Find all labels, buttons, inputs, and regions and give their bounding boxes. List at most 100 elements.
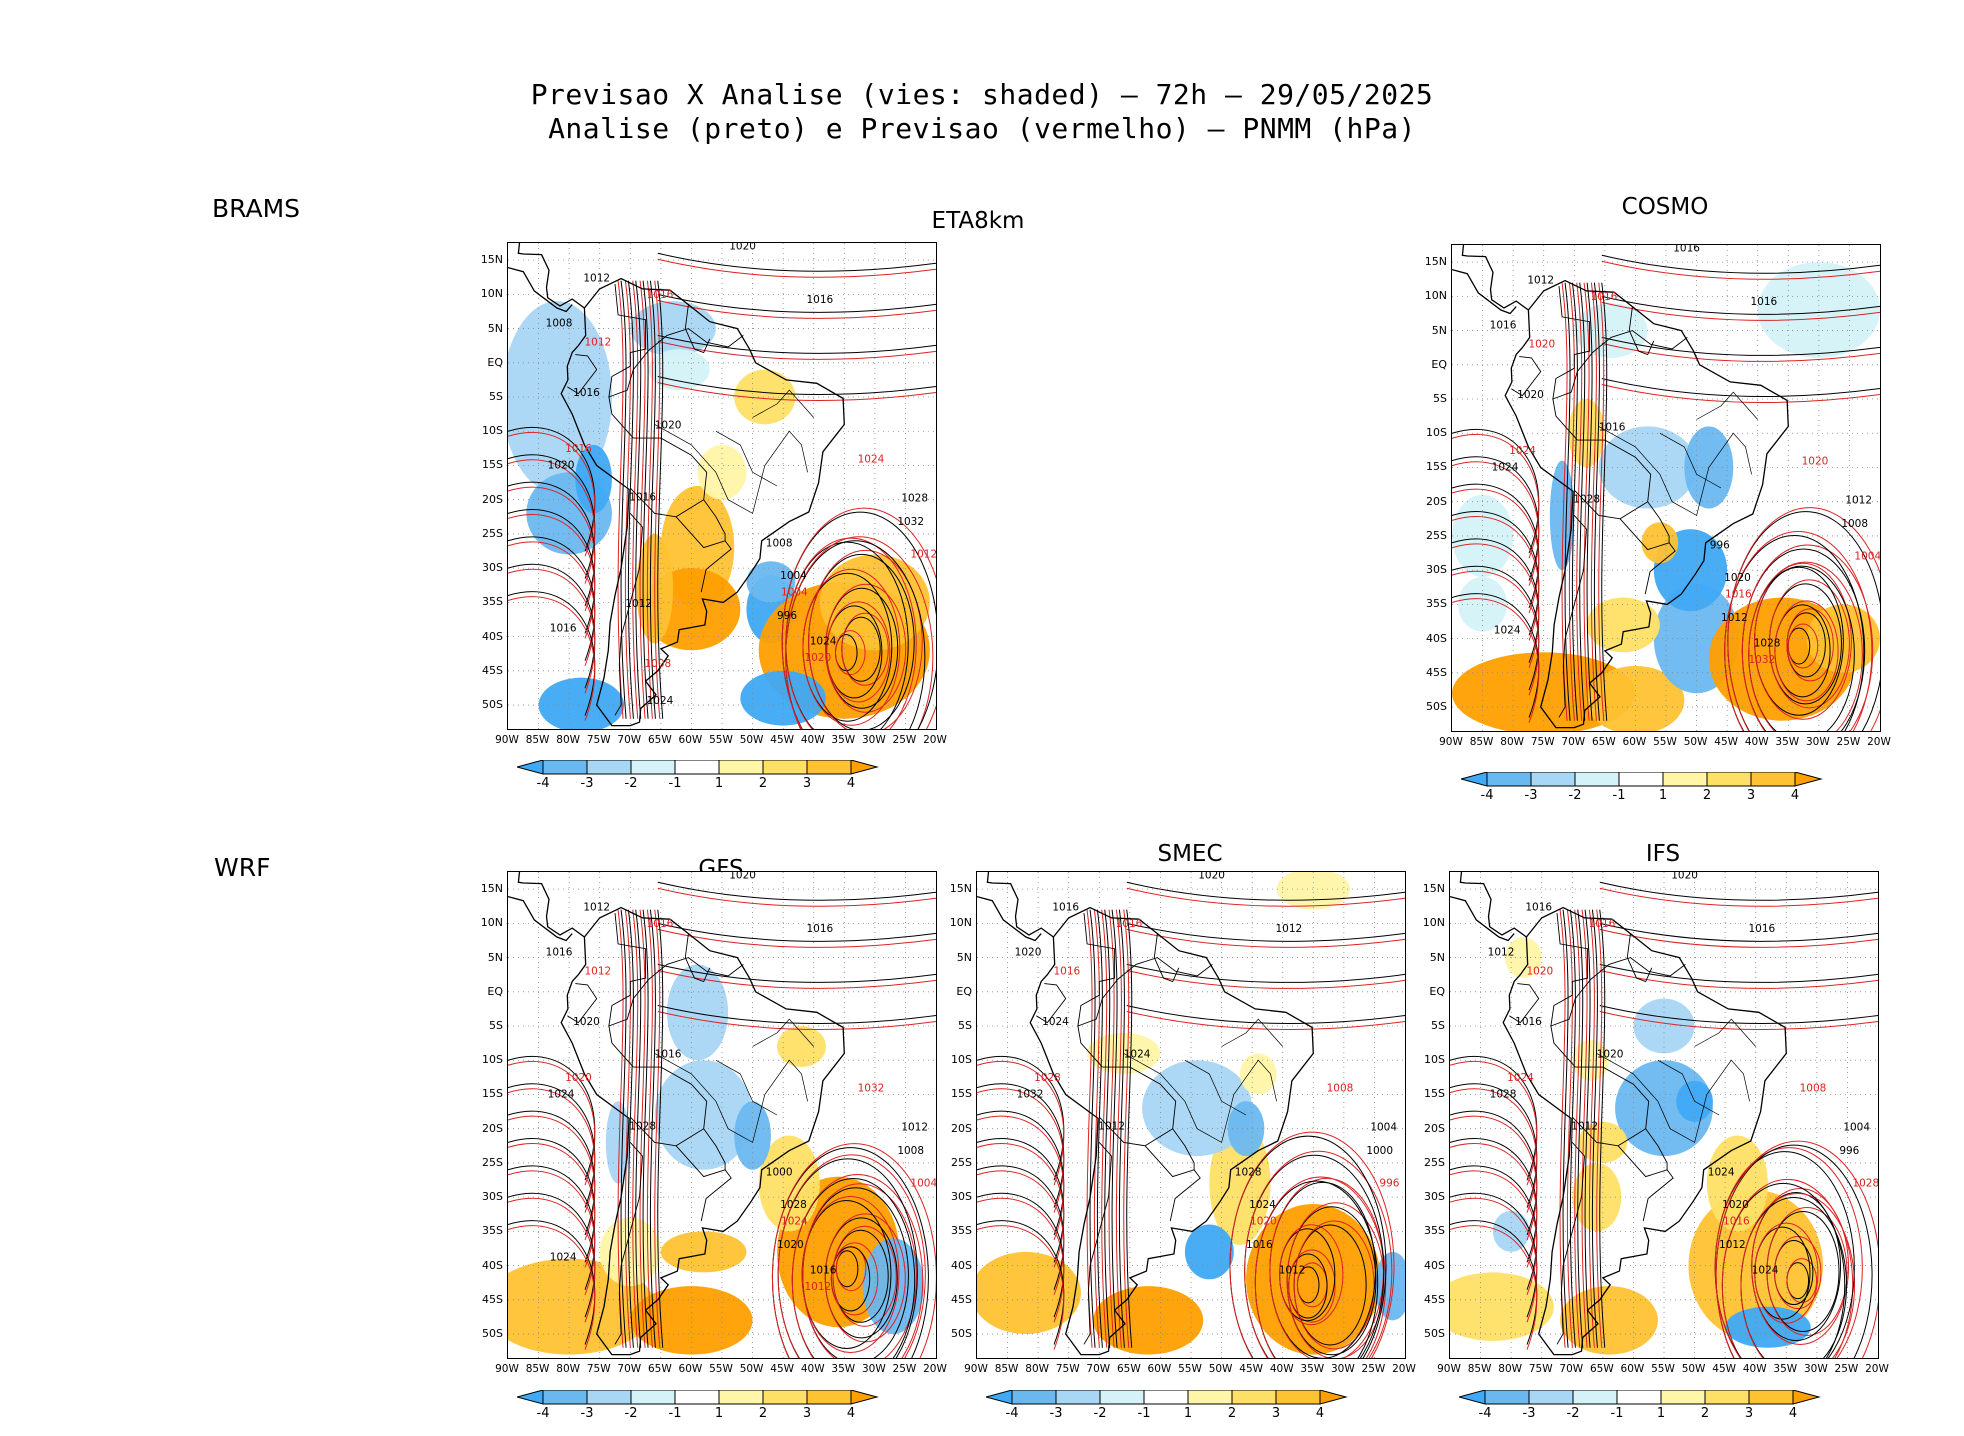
- isobar-label: 1020: [1015, 947, 1042, 959]
- isobar-label: 1000: [1366, 1145, 1393, 1157]
- isobar-label: 1012: [910, 548, 936, 560]
- colorbar-label: 3: [1271, 1406, 1281, 1421]
- bias-region: [1450, 1272, 1554, 1341]
- lon-tick-label: 35W: [1775, 736, 1800, 748]
- bias-region: [977, 1251, 1081, 1335]
- isobar-label: 1004: [780, 570, 807, 582]
- colorbar-label: 3: [802, 1406, 812, 1421]
- lon-tick-label: 40W: [1269, 1363, 1294, 1375]
- lat-tick-label: 50S: [1426, 700, 1447, 714]
- lat-tick-label: 40S: [482, 1258, 503, 1272]
- lon-tick-label: 45W: [770, 734, 795, 746]
- bias-region: [538, 677, 625, 729]
- colorbar-label: -2: [624, 1406, 638, 1421]
- isobar-label: 1028: [1034, 1072, 1061, 1084]
- isobar-label: 1012: [1279, 1264, 1306, 1276]
- isobar-label: 1004: [781, 587, 808, 599]
- bias-shading: [1452, 262, 1880, 731]
- isobar-label: 1016: [546, 947, 573, 959]
- lat-tick-label: 35S: [951, 1224, 972, 1238]
- colorbar-segment: [630, 1389, 676, 1405]
- colorbar-segment: [1574, 771, 1620, 787]
- isobar-label: 1020: [548, 459, 575, 471]
- isobar-label: 1008: [897, 1145, 924, 1157]
- lat-tick-label: 35S: [482, 595, 503, 609]
- lon-tick-label: 70W: [617, 1363, 642, 1375]
- lon-tick-label: 85W: [1469, 736, 1494, 748]
- colorbar-label: 4: [1315, 1406, 1325, 1421]
- lat-tick-label: 25S: [482, 1155, 503, 1169]
- colorbar-segment: [762, 759, 808, 775]
- isobar-label: 1020: [777, 1239, 804, 1251]
- bias-region: [777, 1026, 826, 1068]
- colorbar-segment: [806, 759, 852, 775]
- lat-tick-label: 40S: [1424, 1258, 1445, 1272]
- lon-tick-label: 70W: [617, 734, 642, 746]
- colorbar-segment: [1750, 771, 1796, 787]
- lon-tick-label: 40W: [800, 734, 825, 746]
- lon-tick-label: 60W: [1147, 1363, 1172, 1375]
- panel-title-eta8km: ETA8km: [931, 208, 1025, 234]
- colorbar-segment: [1706, 771, 1752, 787]
- colorbar-label: 4: [846, 1406, 856, 1421]
- colorbar-label: 2: [758, 776, 768, 791]
- lat-tick-label: 45S: [1426, 665, 1447, 679]
- isobar-label: 1032: [1748, 654, 1775, 666]
- colorbar-cosmo: -4 -3 -2 -1 1 2 3 4: [1459, 771, 1869, 810]
- lon-tick-label: 40W: [1744, 736, 1769, 748]
- colorbar-label: -1: [668, 776, 682, 791]
- colorbar-label: 1: [714, 776, 724, 791]
- isobar-label: 1020: [1526, 965, 1553, 977]
- bias-region: [660, 1231, 747, 1273]
- isobar-label: 1016: [810, 1264, 837, 1276]
- isobar-label: 1008: [1841, 518, 1868, 530]
- bias-region: [1184, 1224, 1234, 1280]
- colorbar-label: 4: [846, 776, 856, 791]
- isobar-label: 1012: [583, 902, 610, 914]
- lon-tick-label: 65W: [1589, 1363, 1614, 1375]
- lat-tick-label: 30S: [1426, 563, 1447, 577]
- map-ifs: 1020 1016 1016 1016 1012 1020 1016 1020 1024 1028…: [1449, 871, 1879, 1359]
- lon-tick-label: 40W: [800, 1363, 825, 1375]
- lon-tick-label: 25W: [1836, 736, 1861, 748]
- colorbar-label: -1: [1137, 1406, 1151, 1421]
- lat-tick-label: 10N: [480, 287, 503, 301]
- lon-tick-label: 35W: [831, 734, 856, 746]
- bias-region: [1492, 1210, 1530, 1252]
- isobar-label: 1020: [655, 419, 682, 431]
- colorbar-smec: -4 -3 -2 -1 1 2 3 4: [984, 1389, 1394, 1428]
- lat-tick-label: 10S: [951, 1053, 972, 1067]
- bias-region: [605, 1101, 631, 1184]
- colorbar-label: -2: [624, 776, 638, 791]
- lon-tick-label: 65W: [1591, 736, 1616, 748]
- isobar-label: 1000: [766, 1167, 793, 1179]
- bias-region: [1586, 597, 1660, 653]
- lat-tick-label: 15S: [1426, 460, 1447, 474]
- lat-tick-label: 5S: [958, 1019, 972, 1032]
- lat-tick-label: EQ: [956, 984, 972, 998]
- lon-tick-label: 80W: [556, 734, 581, 746]
- colorbar-segment: [674, 759, 720, 775]
- isobar-label: 1024: [1249, 1199, 1276, 1211]
- lat-tick-label: 45S: [951, 1292, 972, 1306]
- lon-tick-label: 75W: [586, 734, 611, 746]
- isobar-label: 996: [1839, 1145, 1859, 1157]
- lat-tick-label: 5S: [489, 1019, 503, 1032]
- colorbar-segment: [1099, 1389, 1145, 1405]
- bias-region: [1227, 1101, 1265, 1157]
- isobar-label: 1024: [1494, 625, 1521, 637]
- bias-shading: [508, 301, 930, 729]
- map-canvas-brams: 1020 1012 1016 1016 1008 1012 1016 1020 1016 1020…: [508, 243, 936, 729]
- lon-tick-label: 50W: [1681, 1363, 1706, 1375]
- lat-tick-label: 15S: [482, 458, 503, 472]
- isobar-label: 1024: [550, 1252, 577, 1264]
- lat-tick-label: 15N: [480, 253, 503, 267]
- lon-tick-label: 90W: [1439, 736, 1463, 748]
- lon-tick-label: 35W: [1300, 1363, 1325, 1375]
- colorbar-label: -4: [536, 776, 550, 791]
- colorbar-segment: [1618, 771, 1664, 787]
- isobar-label: 1016: [1515, 1016, 1542, 1028]
- lon-tick-label: 45W: [770, 1363, 795, 1375]
- colorbar-segment: [542, 759, 588, 775]
- lat-tick-label: 5S: [1433, 392, 1447, 405]
